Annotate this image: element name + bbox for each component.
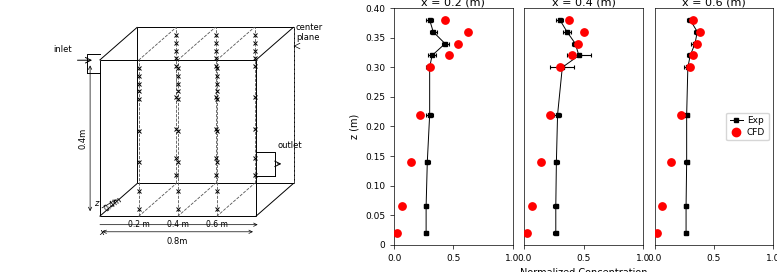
CFD — [423, 65, 436, 70]
Text: x: x — [99, 228, 104, 237]
CFD — [405, 160, 417, 164]
CFD — [395, 204, 408, 209]
CFD — [656, 204, 668, 209]
Text: 0.4m: 0.4m — [103, 196, 124, 214]
CFD — [665, 160, 678, 164]
Y-axis label: z (m): z (m) — [350, 114, 360, 139]
Text: 0.8m: 0.8m — [167, 237, 188, 246]
CFD — [691, 42, 703, 46]
Text: 0.4m: 0.4m — [78, 128, 88, 149]
CFD — [439, 18, 451, 22]
CFD — [566, 53, 578, 58]
Title: x = 0.4 (m): x = 0.4 (m) — [552, 0, 615, 7]
CFD — [526, 204, 538, 209]
Title: x = 0.2 (m): x = 0.2 (m) — [421, 0, 486, 7]
CFD — [572, 42, 584, 46]
CFD — [521, 231, 533, 235]
CFD — [651, 231, 664, 235]
CFD — [544, 113, 556, 117]
Text: plane: plane — [296, 33, 319, 42]
CFD — [686, 53, 699, 58]
CFD — [686, 18, 699, 22]
Title: x = 0.6 (m): x = 0.6 (m) — [682, 0, 746, 7]
CFD — [414, 113, 427, 117]
Text: z: z — [94, 199, 99, 208]
CFD — [554, 65, 566, 70]
CFD — [563, 18, 576, 22]
CFD — [452, 42, 465, 46]
CFD — [674, 113, 687, 117]
CFD — [390, 231, 402, 235]
Text: inlet: inlet — [54, 45, 72, 54]
Text: center: center — [296, 23, 323, 32]
CFD — [684, 65, 696, 70]
Text: outlet: outlet — [277, 141, 301, 150]
Text: 0.6 m: 0.6 m — [206, 220, 228, 229]
CFD — [577, 30, 590, 34]
Text: 0.2 m: 0.2 m — [127, 220, 149, 229]
Text: 0.4 m: 0.4 m — [167, 220, 189, 229]
CFD — [442, 53, 455, 58]
CFD — [535, 160, 547, 164]
CFD — [693, 30, 706, 34]
CFD — [462, 30, 474, 34]
Legend: Exp, CFD: Exp, CFD — [726, 113, 768, 140]
X-axis label: Normalized Concentration: Normalized Concentration — [520, 268, 647, 272]
